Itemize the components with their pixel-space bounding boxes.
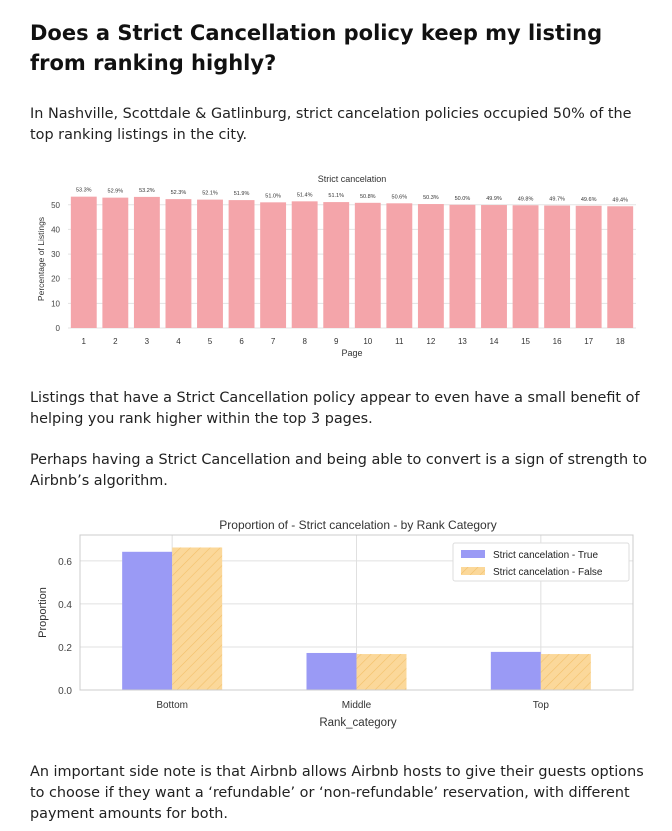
data-label: 51.0% xyxy=(265,193,281,199)
bar xyxy=(607,206,634,328)
plot-area xyxy=(68,190,636,328)
article-heading: Does a Strict Cancellation policy keep m… xyxy=(30,21,603,75)
x-tick-label: 7 xyxy=(271,337,276,346)
bar xyxy=(260,202,287,328)
x-tick-label: 10 xyxy=(363,337,372,346)
data-label: 49.4% xyxy=(612,197,628,203)
plot-frame xyxy=(79,534,634,691)
legend-label: Strict cancelation - False xyxy=(493,567,603,578)
y-tick-label: 0.6 xyxy=(58,557,72,568)
bar xyxy=(417,204,444,328)
y-tick-label: 10 xyxy=(51,299,60,308)
x-tick-label: Bottom xyxy=(156,700,188,711)
side-note-paragraph: An important side note is that Airbnb al… xyxy=(30,764,644,822)
data-label: 50.0% xyxy=(455,196,471,202)
bar xyxy=(228,200,255,328)
bar xyxy=(512,205,539,328)
data-label: 51.9% xyxy=(234,191,250,197)
legend-swatch xyxy=(461,567,485,575)
x-tick-label: 6 xyxy=(239,337,244,346)
legend-swatch xyxy=(461,550,485,558)
data-label: 52.9% xyxy=(108,189,124,195)
y-axis-label: Proportion xyxy=(37,587,49,638)
x-tick-label: 17 xyxy=(584,337,593,346)
x-tick-label: 5 xyxy=(208,337,213,346)
bar xyxy=(540,654,591,690)
x-tick-label: 3 xyxy=(145,337,150,346)
bar xyxy=(575,205,602,328)
x-tick-label: Middle xyxy=(342,700,372,711)
x-tick-label: 11 xyxy=(395,337,404,346)
data-label: 49.8% xyxy=(518,196,534,202)
data-label: 49.7% xyxy=(549,197,565,203)
bar xyxy=(165,199,192,328)
chart-title: Proportion of - Strict cancelation - by … xyxy=(219,518,496,532)
x-tick-label: 15 xyxy=(521,337,530,346)
y-tick-label: 0.0 xyxy=(58,686,72,697)
bar xyxy=(356,654,407,690)
x-tick-label: 16 xyxy=(553,337,562,346)
x-tick-label: 18 xyxy=(616,337,625,346)
x-tick-label: 13 xyxy=(458,337,467,346)
y-tick-label: 50 xyxy=(51,201,60,210)
benefit-paragraph: Listings that have a Strict Cancellation… xyxy=(30,390,640,427)
data-label: 49.9% xyxy=(486,196,502,202)
data-label: 50.3% xyxy=(423,195,439,201)
data-label: 51.1% xyxy=(328,193,344,199)
x-tick-label: 8 xyxy=(302,337,307,346)
data-label: 52.1% xyxy=(202,191,218,197)
bar xyxy=(449,204,476,328)
bar xyxy=(386,203,413,328)
x-tick-label: 9 xyxy=(334,337,339,346)
x-tick-label: 1 xyxy=(82,337,87,346)
bar xyxy=(544,205,571,328)
bar xyxy=(197,199,223,328)
bar xyxy=(102,197,129,328)
y-tick-label: 0 xyxy=(56,324,61,333)
data-label: 53.3% xyxy=(76,188,92,194)
x-tick-label: Top xyxy=(533,700,550,711)
y-tick-label: 0.4 xyxy=(58,600,72,611)
strength-paragraph: Perhaps having a Strict Cancellation and… xyxy=(30,452,648,489)
x-tick-label: 14 xyxy=(490,337,499,346)
bar xyxy=(172,547,223,690)
data-label: 53.2% xyxy=(139,188,155,194)
bar xyxy=(70,196,97,328)
y-tick-label: 0.2 xyxy=(58,643,72,654)
chart-title: Strict cancelation xyxy=(318,174,387,184)
strict-cancelation-by-page-chart: 0 10 20 30 40 50 53.3% 1 52.9% 2 53.2% 3 52.3% 4 52.1%… xyxy=(36,174,636,358)
y-tick-label: 40 xyxy=(51,225,60,234)
x-tick-label: 12 xyxy=(426,337,435,346)
bar xyxy=(122,551,173,690)
y-tick-label: 20 xyxy=(51,275,60,284)
intro-paragraph: In Nashville, Scottdale & Gatlinburg, st… xyxy=(30,106,632,143)
bar xyxy=(323,202,350,328)
bar xyxy=(306,652,357,690)
y-axis-label: Percentage of Listings xyxy=(36,217,46,301)
bar xyxy=(291,201,318,328)
bar xyxy=(490,651,541,690)
bar xyxy=(481,205,507,328)
data-label: 51.4% xyxy=(297,192,313,198)
x-tick-label: 4 xyxy=(176,337,181,346)
data-label: 52.3% xyxy=(171,190,187,196)
x-tick-label: 2 xyxy=(113,337,118,346)
x-axis-label: Rank_category xyxy=(319,717,397,729)
data-label: 50.8% xyxy=(360,194,376,200)
data-label: 50.6% xyxy=(392,194,408,200)
y-tick-label: 30 xyxy=(51,250,60,259)
legend-box xyxy=(452,542,630,582)
data-label: 49.6% xyxy=(581,197,597,203)
x-axis-label: Page xyxy=(341,348,362,358)
legend-label: Strict cancelation - True xyxy=(493,550,598,561)
proportion-by-rank-category-chart: 0.0 0.2 0.4 0.6 Bottom Middle Top Strict cancel… xyxy=(37,518,634,729)
bar xyxy=(354,202,381,328)
bar xyxy=(133,196,160,328)
